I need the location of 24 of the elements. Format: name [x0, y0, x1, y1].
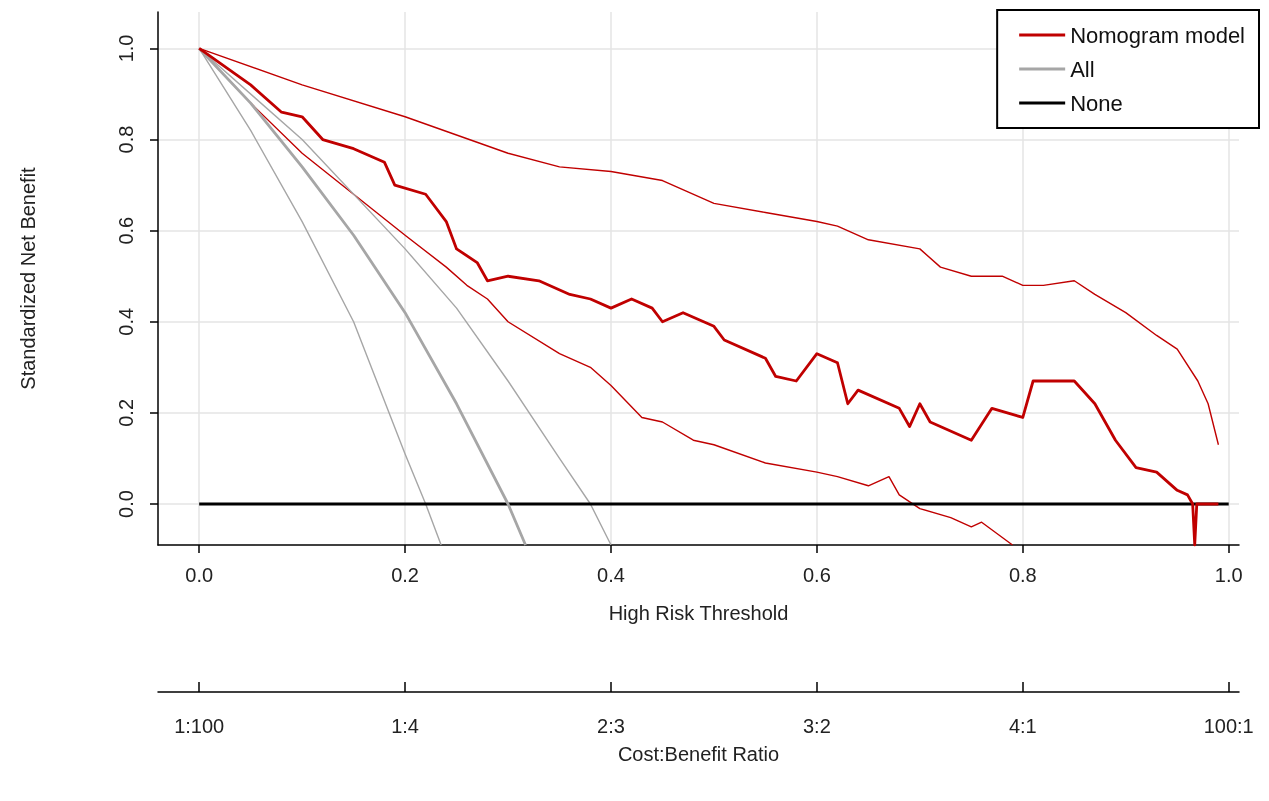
x-tick-label: 0.8: [1008, 564, 1037, 586]
x-tick-label: 1.0: [1214, 564, 1243, 586]
x-tick-label: 0.0: [185, 564, 214, 586]
y-tick-label: 0.6: [115, 216, 137, 245]
text: 4:1: [1008, 715, 1037, 737]
y-tick-label: 1.0: [115, 34, 137, 63]
x-tick-label: 0.6: [802, 564, 831, 586]
legend-label: All: [1070, 56, 1095, 82]
y-tick-label: 0.4: [115, 307, 137, 336]
y-axis-title: Standardized Net Benefit: [17, 166, 39, 390]
text: 2:3: [597, 715, 625, 737]
y-tick-label: 0.0: [115, 490, 137, 518]
legend-label: Nomogram model: [1070, 22, 1245, 48]
text: 1:4: [391, 715, 419, 737]
text: 3:2: [802, 715, 831, 737]
text: 1:100: [174, 715, 225, 737]
x-axis-title: High Risk Threshold: [608, 602, 789, 624]
y-tick-label: 0.8: [115, 125, 137, 154]
text: 100:1: [1203, 715, 1254, 737]
x-tick-label: 0.2: [391, 564, 419, 586]
legend-label: None: [1070, 90, 1123, 116]
y-tick-label: 0.2: [115, 398, 137, 427]
x-tick-label: 0.4: [597, 564, 625, 586]
x2-axis-title: Cost:Benefit Ratio: [617, 743, 780, 765]
